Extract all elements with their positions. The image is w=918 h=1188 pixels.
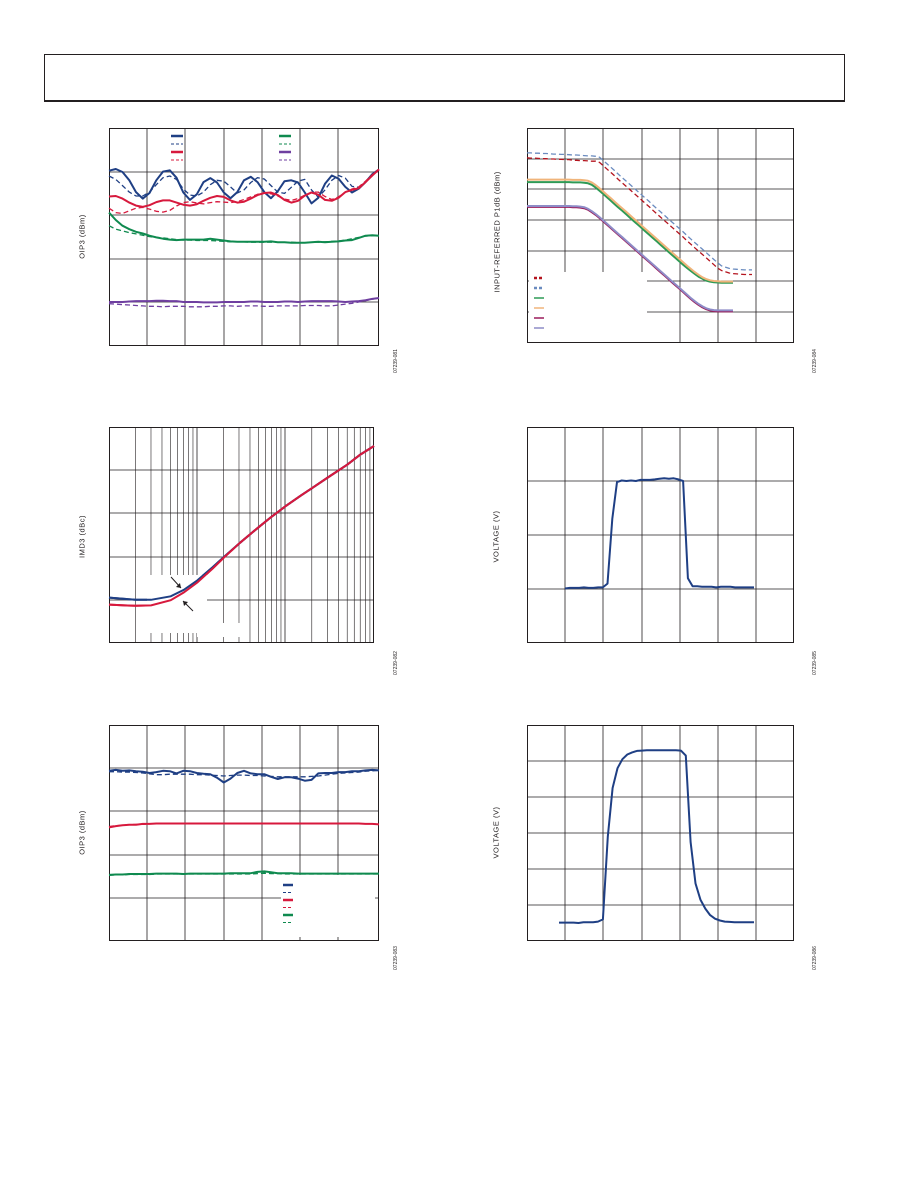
- chart-4-figure-id: 07239-083: [393, 946, 399, 970]
- series-line-5: [527, 205, 733, 312]
- chart-1-figure-id: 07239-084: [812, 349, 818, 373]
- series-line-5: [108, 225, 379, 244]
- series-line-3: [108, 823, 380, 828]
- chart-5-figure-id: 07239-086: [812, 946, 818, 970]
- legend: [529, 272, 647, 342]
- series-line-2: [527, 181, 733, 284]
- plot-frame: [527, 128, 794, 343]
- chart-2-ylabel: IMD3 (dBc): [77, 515, 87, 558]
- series-line-0: [559, 749, 754, 924]
- legend-box: [529, 272, 647, 342]
- oip3-chart-top-left: [108, 128, 380, 346]
- page-header-box: [44, 54, 845, 102]
- chart-1-ylabel: INPUT-REFERRED P1dB (dBm): [492, 171, 502, 293]
- series-line-7: [108, 297, 380, 308]
- chart-3-ylabel: VOLTAGE (V): [491, 510, 501, 563]
- plot-frame: [109, 725, 379, 941]
- series-line-0: [108, 768, 380, 784]
- series-line-0: [564, 477, 754, 590]
- series-line-5: [108, 872, 379, 876]
- p1db-chart-top-right: [526, 128, 794, 343]
- imd3-chart-middle-left: [108, 427, 375, 643]
- chart-4-ylabel: OIP3 (dBm): [77, 810, 87, 855]
- chart-0-figure-id: 07239-081: [393, 349, 399, 373]
- annotation-arrowhead: [176, 583, 181, 588]
- series-line-1: [108, 445, 375, 607]
- legend: [171, 134, 291, 161]
- chart-2-figure-id: 07239-082: [393, 651, 399, 675]
- voltage-chart-middle-right: [527, 427, 794, 643]
- legend-box: [281, 875, 375, 937]
- legend: [281, 875, 375, 937]
- chart-0-ylabel: OIP3 (dBm): [77, 214, 87, 259]
- annotation-arrowhead: [183, 601, 188, 606]
- series-line-1: [527, 152, 752, 271]
- series-line-1: [109, 769, 380, 778]
- series-line-0: [526, 157, 752, 276]
- chart-3-figure-id: 07239-085: [812, 651, 818, 675]
- series-line-4: [108, 211, 380, 244]
- series-line-1: [108, 168, 380, 198]
- oip3-chart-bottom-left: [108, 725, 380, 941]
- series-line-3: [527, 178, 733, 283]
- plot-frame: [109, 427, 374, 643]
- series-line-6: [109, 297, 380, 304]
- series-line-2: [108, 168, 380, 208]
- plot-frame: [109, 128, 379, 346]
- chart-5-ylabel: VOLTAGE (V): [491, 806, 501, 859]
- series-line-0: [108, 168, 380, 205]
- voltage-chart-bottom-right: [527, 725, 794, 941]
- annotation-mask: [197, 623, 247, 637]
